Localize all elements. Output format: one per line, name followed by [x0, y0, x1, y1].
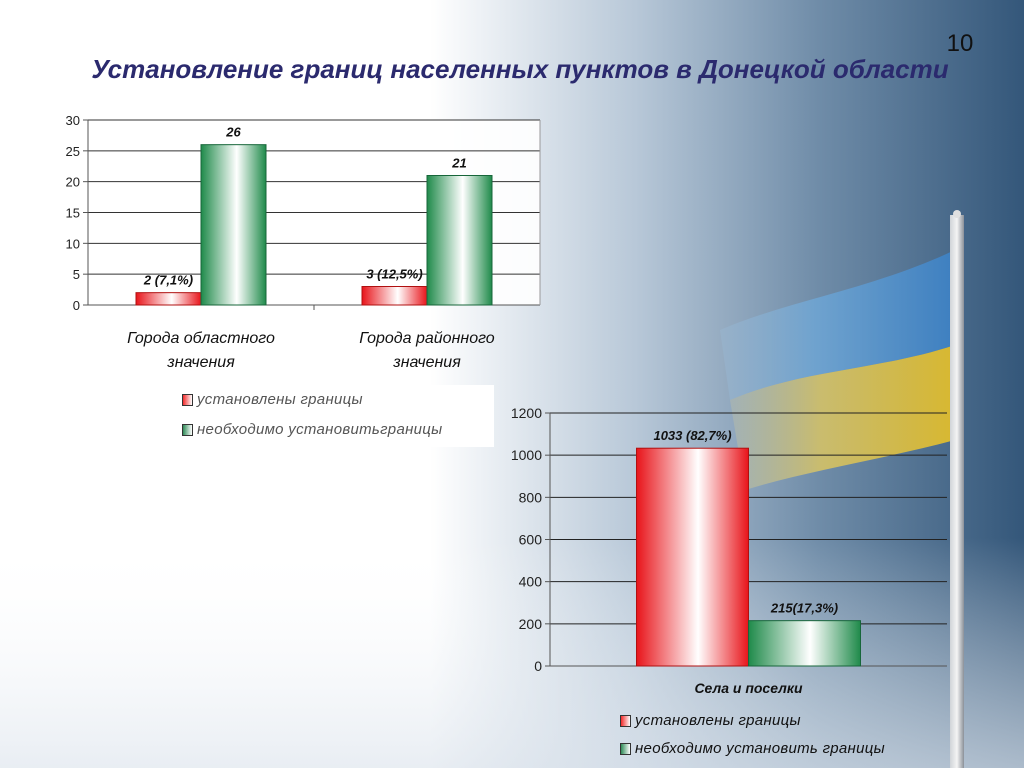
y-tick-label: 25 — [66, 144, 80, 159]
flag-yellow-stripe — [730, 345, 955, 490]
bar-established — [135, 292, 202, 306]
legend-item-established: установлены границы — [182, 391, 363, 408]
bar-needed — [748, 620, 861, 667]
category-label: Села и поселки — [694, 680, 803, 696]
bar-needed — [426, 175, 493, 306]
legend-swatch-red — [620, 715, 631, 728]
data-label: 2 (7,1%) — [143, 273, 193, 288]
y-tick-label: 15 — [66, 206, 80, 221]
legend-swatch-green — [182, 424, 193, 437]
y-tick-label: 400 — [519, 574, 543, 590]
slide-title: Установление границ населенных пунктов в… — [91, 54, 949, 84]
flag-blue-stripe — [720, 250, 955, 400]
y-tick-label: 1000 — [511, 447, 542, 463]
legend-label: необходимо установить границы — [635, 740, 885, 757]
chart-cities: 0 5 10 15 20 25 30 2 (7,1%) 26 Города областного… — [66, 113, 541, 371]
legend-item-needed: необходимо установить границы — [620, 740, 885, 757]
data-label: 215(17,3%) — [770, 601, 838, 616]
bar-established — [636, 447, 749, 667]
legend-label: необходимо установитьграницы — [197, 421, 443, 438]
category-label: значения — [166, 354, 235, 371]
flagpole — [950, 215, 964, 768]
category-label: Города районного — [359, 330, 495, 347]
y-tick-label: 5 — [73, 267, 80, 282]
legend-item-needed: необходимо установитьграницы — [182, 421, 443, 438]
data-label: 26 — [225, 125, 241, 140]
legend-label: установлены границы — [197, 391, 363, 408]
data-label: 1033 (82,7%) — [653, 428, 731, 443]
page-number: 10 — [946, 30, 974, 57]
legend-label: установлены границы — [635, 712, 801, 729]
data-label: 3 (12,5%) — [366, 267, 422, 282]
chart-villages: 0 200 400 600 800 1000 1200 1033 (82,7%) 215(17… — [511, 405, 947, 696]
y-tick-label: 200 — [519, 616, 543, 632]
legend-swatch-red — [182, 394, 193, 407]
y-tick-label: 10 — [66, 236, 80, 251]
y-tick-label: 1200 — [511, 405, 542, 421]
y-tick-label: 0 — [534, 658, 542, 674]
bar-established — [361, 286, 428, 306]
category-label: значения — [392, 354, 461, 371]
y-tick-label: 0 — [73, 298, 80, 313]
legend-swatch-green — [620, 743, 631, 756]
legend-item-established: установлены границы — [620, 712, 801, 729]
y-tick-label: 20 — [66, 175, 80, 190]
data-label: 21 — [451, 156, 466, 171]
bar-needed — [200, 144, 267, 306]
y-tick-label: 30 — [66, 113, 80, 128]
y-tick-label: 600 — [519, 532, 543, 548]
chart-cities-legend: установлены границы необходимо установит… — [176, 385, 494, 447]
y-tick-label: 800 — [519, 489, 543, 505]
category-label: Города областного — [127, 330, 275, 347]
